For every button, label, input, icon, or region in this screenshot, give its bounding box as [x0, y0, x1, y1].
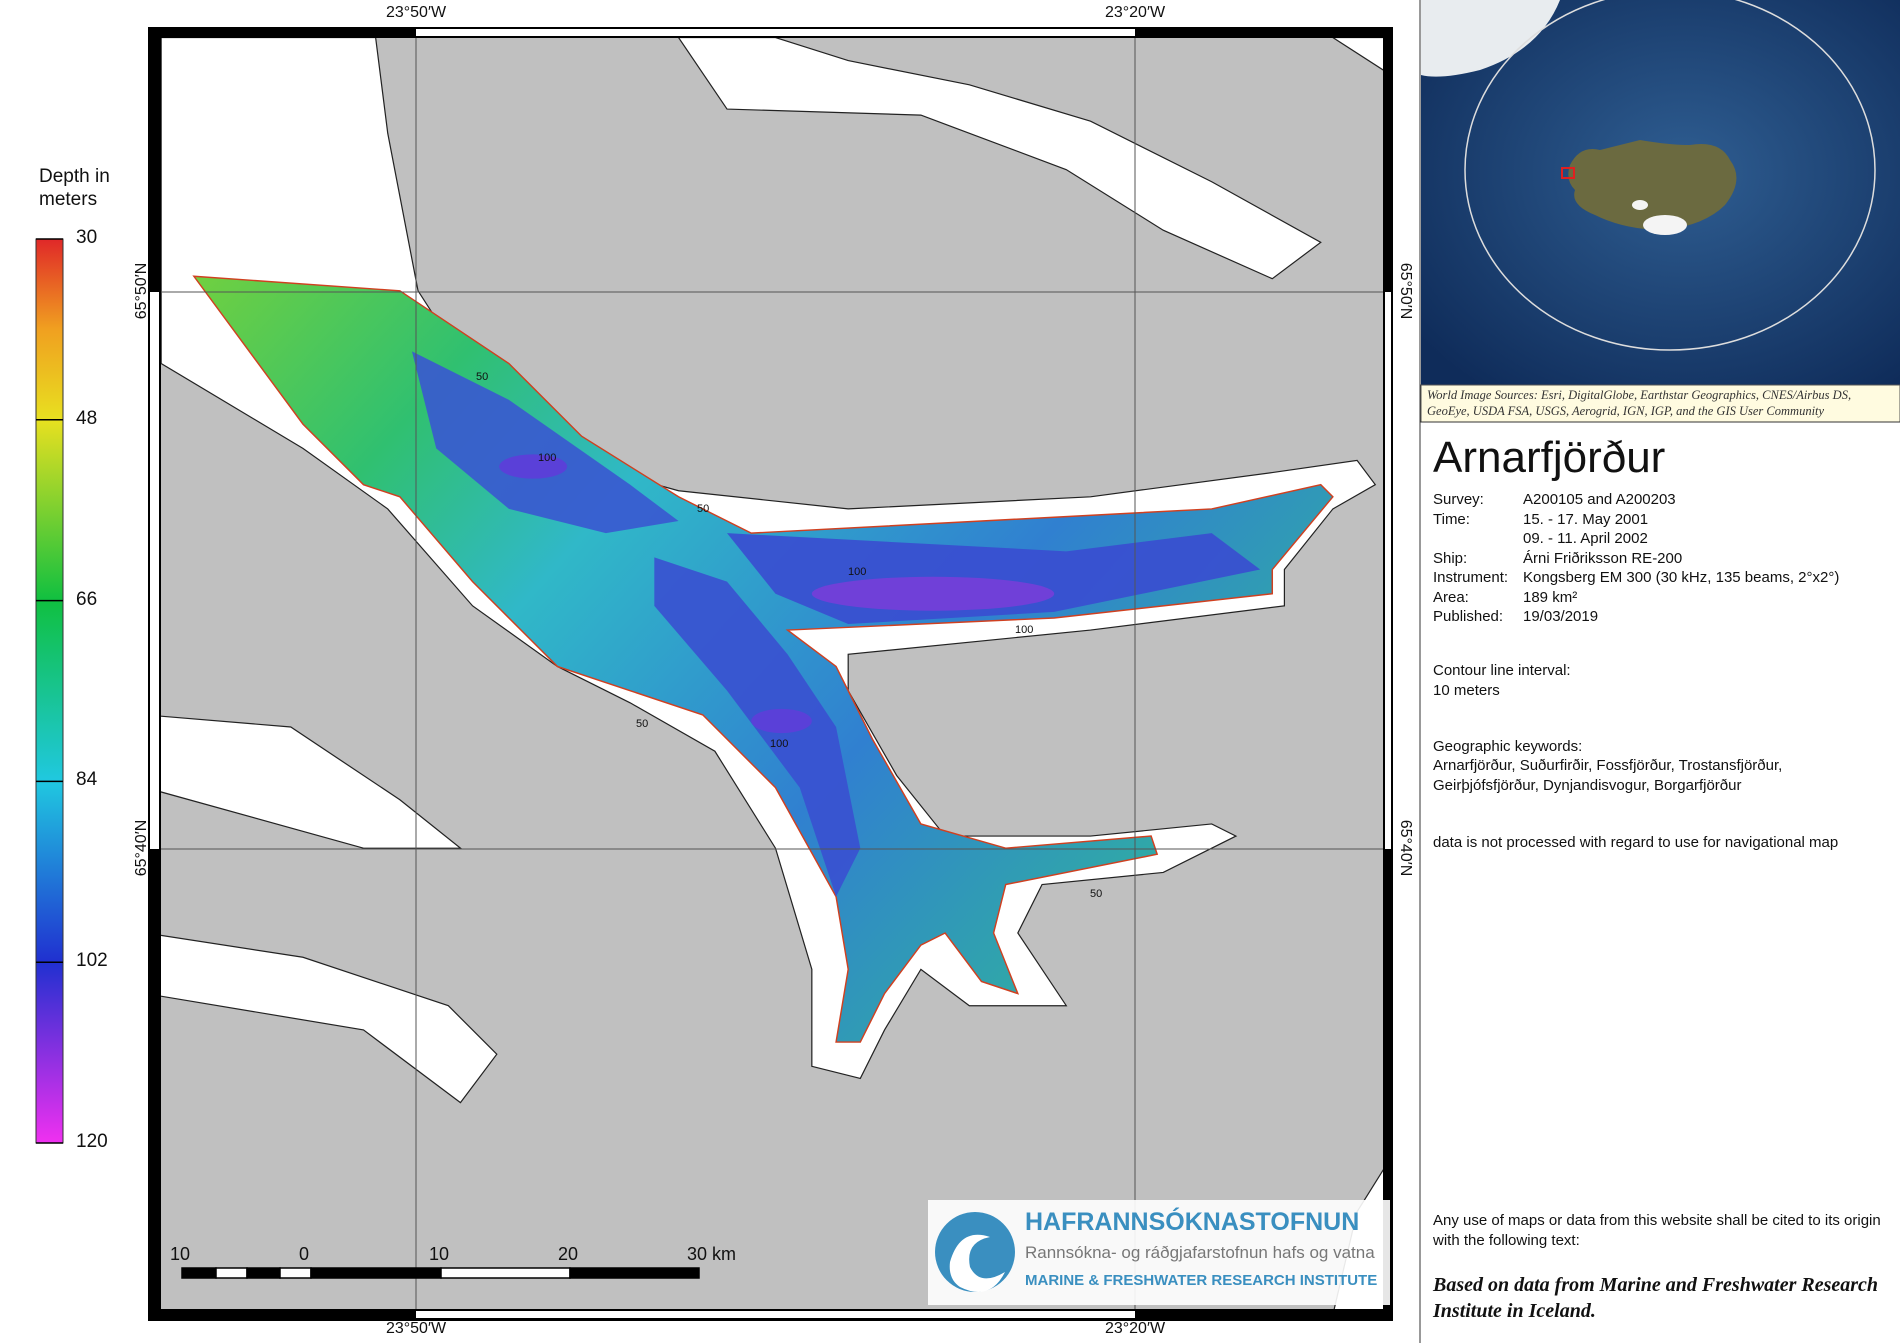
disclaimer: data is not processed with regard to use… — [1433, 834, 1839, 851]
contour-label: 100 — [538, 452, 557, 464]
graticule — [161, 38, 1383, 1309]
info-value: 19/03/2019 — [1523, 608, 1599, 625]
legend-title: Depth in meters — [39, 166, 110, 210]
logo-english: MARINE & FRESHWATER RESEARCH INSTITUTE — [1025, 1272, 1378, 1289]
contour-label: 100 — [848, 566, 867, 578]
contour-label: 50 — [636, 718, 649, 730]
legend-tick-label: 84 — [76, 769, 98, 791]
info-label: Ship: — [1433, 549, 1468, 567]
citation-text: Any use of maps or data from this websit… — [1433, 1212, 1881, 1249]
frame-ticks — [150, 29, 1391, 1318]
contour-info: 10 meters — [1433, 681, 1500, 699]
longitude-label: 23°50′W — [385, 1320, 447, 1337]
map-body — [161, 38, 1383, 1309]
contour-label: 100 — [1015, 624, 1034, 636]
info-value: 09. - 11. April 2002 — [1523, 530, 1648, 547]
scale-label: 10 — [429, 1244, 450, 1264]
longitude-label: 23°50′W — [385, 4, 447, 21]
logo-icon — [935, 1212, 1015, 1292]
logo-subtitle: Rannsókna- og ráðgjafarstofnun hafs og v… — [1025, 1243, 1375, 1262]
legend-tick-label: 120 — [76, 1131, 108, 1152]
info-label: Time: — [1433, 510, 1470, 528]
keywords-heading: Geographic keywords: — [1433, 738, 1583, 755]
scale-label: 20 — [558, 1244, 579, 1264]
contour-label: 50 — [1090, 888, 1103, 900]
latitude-label: 65°40′N — [133, 819, 150, 877]
contour-info: Contour line interval: — [1433, 662, 1571, 679]
info-label: Area: — [1433, 588, 1469, 606]
keywords-line: Arnarfjörður, Suðurfirðir, Fossfjörður, … — [1433, 757, 1783, 774]
longitude-label: 23°20′W — [1104, 1320, 1166, 1337]
bathymetry — [192, 275, 1334, 1043]
colorbar — [35, 238, 64, 1144]
longitude-label: 23°20′W — [1104, 4, 1166, 21]
info-value: Árni Friðriksson RE-200 — [1523, 549, 1683, 567]
info-label: Published: — [1433, 608, 1504, 625]
keywords-line: Geirþjófsfjörður, Dynjandisvogur, Borgar… — [1433, 776, 1742, 794]
contour-label: 100 — [770, 738, 789, 750]
inset-map — [1420, 0, 1900, 423]
info-value: 15. - 17. May 2001 — [1523, 510, 1649, 528]
info-label: Survey: — [1433, 491, 1484, 508]
contour-label: 50 — [476, 371, 489, 383]
inset-attribution: World Image Sources: Esri, DigitalGlobe,… — [1427, 388, 1852, 418]
legend-tick-label: 66 — [76, 588, 98, 610]
contour-label: 50 — [697, 503, 710, 515]
scale-label: 10 — [170, 1244, 191, 1264]
latitude-label: 65°50′N — [133, 262, 150, 320]
map-title: Arnarfjörður — [1433, 433, 1666, 482]
citation-quote: Based on data from Marine and Freshwater… — [1433, 1274, 1879, 1322]
info-value: 189 km² — [1523, 588, 1578, 606]
info-value: Kongsberg EM 300 (30 kHz, 135 beams, 2°x… — [1523, 569, 1840, 586]
logo-name: HAFRANNSÓKNASTOFNUN — [1025, 1208, 1360, 1236]
scale-bar — [181, 1267, 700, 1279]
scale-label: 30 km — [687, 1244, 737, 1264]
legend-tick-label: 102 — [76, 950, 108, 972]
legend-tick-label: 30 — [76, 227, 98, 248]
legend-tick-label: 48 — [76, 407, 98, 429]
scale-label: 0 — [299, 1244, 310, 1264]
info-value: A200105 and A200203 — [1523, 491, 1676, 508]
latitude-label: 65°40′N — [1397, 819, 1414, 877]
info-label: Instrument: — [1433, 569, 1509, 586]
latitude-label: 65°50′N — [1397, 262, 1414, 320]
